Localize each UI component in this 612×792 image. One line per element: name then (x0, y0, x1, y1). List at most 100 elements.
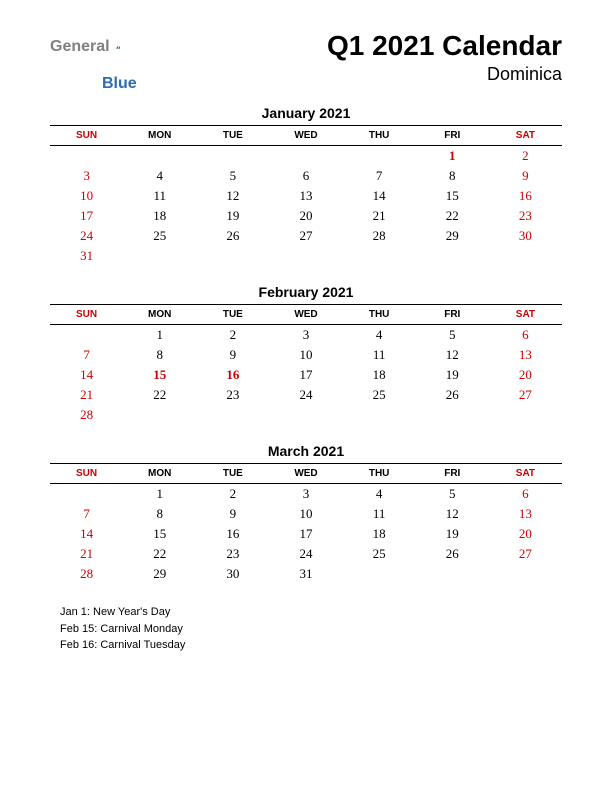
table-row: 31 (50, 246, 562, 266)
day-cell: 11 (123, 186, 196, 206)
day-header: SUN (50, 126, 123, 146)
day-cell: 8 (416, 166, 489, 186)
day-cell: 2 (489, 146, 562, 167)
day-header: THU (343, 464, 416, 484)
table-row: 14151617181920 (50, 524, 562, 544)
table-row: 28 (50, 405, 562, 425)
table-row: 21222324252627 (50, 544, 562, 564)
day-cell: 22 (123, 385, 196, 405)
day-cell: 10 (269, 504, 342, 524)
day-cell: 17 (269, 365, 342, 385)
day-cell: 3 (50, 166, 123, 186)
day-cell (489, 405, 562, 425)
day-cell: 19 (416, 524, 489, 544)
day-cell: 14 (343, 186, 416, 206)
day-header: TUE (196, 464, 269, 484)
day-cell (343, 146, 416, 167)
day-cell: 24 (269, 385, 342, 405)
day-header: WED (269, 464, 342, 484)
day-cell (269, 405, 342, 425)
day-cell: 5 (196, 166, 269, 186)
day-header: FRI (416, 464, 489, 484)
day-cell: 21 (50, 385, 123, 405)
day-cell: 19 (416, 365, 489, 385)
day-cell: 13 (269, 186, 342, 206)
day-header: WED (269, 305, 342, 325)
day-header: SUN (50, 305, 123, 325)
day-cell: 9 (196, 345, 269, 365)
logo-text-general: General (50, 38, 110, 56)
day-cell: 20 (269, 206, 342, 226)
day-cell: 28 (50, 405, 123, 425)
logo: General (50, 38, 140, 56)
day-header: TUE (196, 126, 269, 146)
day-header: WED (269, 126, 342, 146)
day-cell: 9 (196, 504, 269, 524)
day-cell: 27 (489, 385, 562, 405)
day-cell: 27 (489, 544, 562, 564)
day-cell: 16 (196, 365, 269, 385)
day-cell: 31 (50, 246, 123, 266)
day-cell: 28 (50, 564, 123, 584)
day-cell: 7 (50, 345, 123, 365)
day-cell: 18 (343, 524, 416, 544)
day-cell (196, 246, 269, 266)
month-block: February 2021SUNMONTUEWEDTHUFRISAT123456… (50, 284, 562, 425)
day-cell: 12 (416, 345, 489, 365)
day-cell (50, 146, 123, 167)
day-cell: 9 (489, 166, 562, 186)
day-cell (196, 146, 269, 167)
table-row: 3456789 (50, 166, 562, 186)
title-block: Q1 2021 Calendar Dominica (327, 30, 562, 85)
day-cell: 15 (123, 524, 196, 544)
calendar-table: SUNMONTUEWEDTHUFRISAT1234567891011121314… (50, 463, 562, 584)
logo-sail-icon (116, 39, 120, 55)
months-container: January 2021SUNMONTUEWEDTHUFRISAT1234567… (50, 105, 562, 584)
day-cell (269, 146, 342, 167)
day-cell (343, 564, 416, 584)
month-block: January 2021SUNMONTUEWEDTHUFRISAT1234567… (50, 105, 562, 266)
day-cell: 6 (489, 325, 562, 346)
day-cell: 1 (123, 325, 196, 346)
month-title: February 2021 (50, 284, 562, 300)
day-cell: 16 (196, 524, 269, 544)
day-header: SUN (50, 464, 123, 484)
day-header: MON (123, 305, 196, 325)
day-cell: 26 (196, 226, 269, 246)
day-header: MON (123, 464, 196, 484)
month-title: January 2021 (50, 105, 562, 121)
day-cell: 30 (489, 226, 562, 246)
day-cell (343, 246, 416, 266)
day-cell: 18 (123, 206, 196, 226)
holiday-entry: Feb 16: Carnival Tuesday (60, 637, 562, 654)
day-cell: 23 (196, 544, 269, 564)
day-cell: 3 (269, 325, 342, 346)
day-cell: 27 (269, 226, 342, 246)
day-cell: 28 (343, 226, 416, 246)
day-cell: 6 (489, 484, 562, 505)
calendar-table: SUNMONTUEWEDTHUFRISAT1234567891011121314… (50, 125, 562, 266)
day-cell (343, 405, 416, 425)
calendar-page: General Q1 2021 Calendar Dominica Blue J… (0, 0, 612, 674)
day-header: SAT (489, 126, 562, 146)
day-cell: 12 (416, 504, 489, 524)
day-cell (416, 405, 489, 425)
table-row: 17181920212223 (50, 206, 562, 226)
table-row: 24252627282930 (50, 226, 562, 246)
day-cell: 14 (50, 365, 123, 385)
page-subtitle: Dominica (327, 64, 562, 85)
day-header: SAT (489, 464, 562, 484)
day-cell: 10 (269, 345, 342, 365)
day-cell: 30 (196, 564, 269, 584)
day-cell: 24 (50, 226, 123, 246)
day-cell: 13 (489, 345, 562, 365)
day-cell: 25 (123, 226, 196, 246)
day-header: FRI (416, 305, 489, 325)
day-cell (50, 484, 123, 505)
day-cell: 1 (123, 484, 196, 505)
day-cell: 5 (416, 325, 489, 346)
day-cell: 11 (343, 504, 416, 524)
day-cell: 15 (123, 365, 196, 385)
day-header: SAT (489, 305, 562, 325)
day-cell: 8 (123, 345, 196, 365)
